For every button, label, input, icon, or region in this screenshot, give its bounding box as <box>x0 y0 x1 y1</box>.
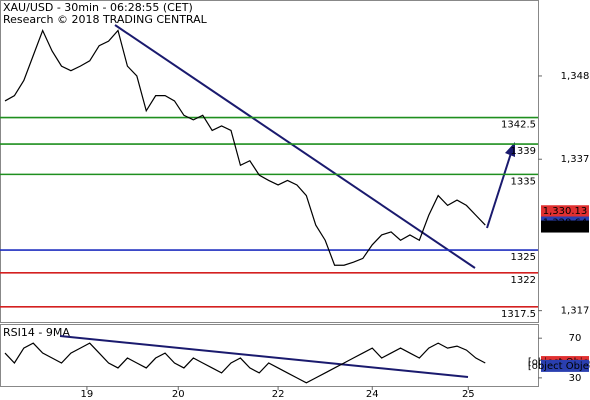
level-label: 1325 <box>511 252 536 263</box>
rsi-trend-line <box>59 335 469 378</box>
x-tick-label: 25 <box>462 389 475 400</box>
y-tick-label: 1,317 <box>561 306 590 317</box>
forecast-arrow <box>486 149 513 229</box>
price-line <box>4 28 486 266</box>
price-tag-box <box>541 359 589 372</box>
arrow-head <box>505 142 515 157</box>
level-label: 1335 <box>511 176 536 187</box>
x-tick-label: 24 <box>366 389 379 400</box>
rsi-title: RSI14 - 9MA <box>3 326 70 339</box>
price-tag-label: 1,330.13 <box>543 206 588 217</box>
x-tick-label: 22 <box>272 389 285 400</box>
level-label: 1317.5 <box>501 309 536 320</box>
price-line <box>4 342 486 384</box>
x-tick-label: 20 <box>172 389 185 400</box>
price-tag-box <box>541 220 589 233</box>
price-tag-box <box>541 205 589 218</box>
y-tick-label: 70 <box>569 333 582 344</box>
rsi-panel-frame <box>0 324 539 387</box>
chart-subtitle: Research © 2018 TRADING CENTRAL <box>3 13 208 26</box>
y-tick-label: 1,337 <box>561 154 590 165</box>
y-tick-label: 30 <box>569 373 582 384</box>
trend-line <box>114 24 476 269</box>
price-panel-frame <box>0 0 539 323</box>
price-tag-label: 1,328.11 <box>543 222 588 233</box>
chart-title: XAU/USD - 30min - 06:28:55 (CET) <box>3 1 193 14</box>
y-tick-label: 1,348 <box>561 71 590 82</box>
level-label: 1339 <box>511 146 536 157</box>
level-label: 1342.5 <box>501 120 536 131</box>
price-tag-label: [object Object] <box>528 361 590 372</box>
level-label: 1322 <box>511 275 536 286</box>
x-tick-label: 19 <box>81 389 94 400</box>
